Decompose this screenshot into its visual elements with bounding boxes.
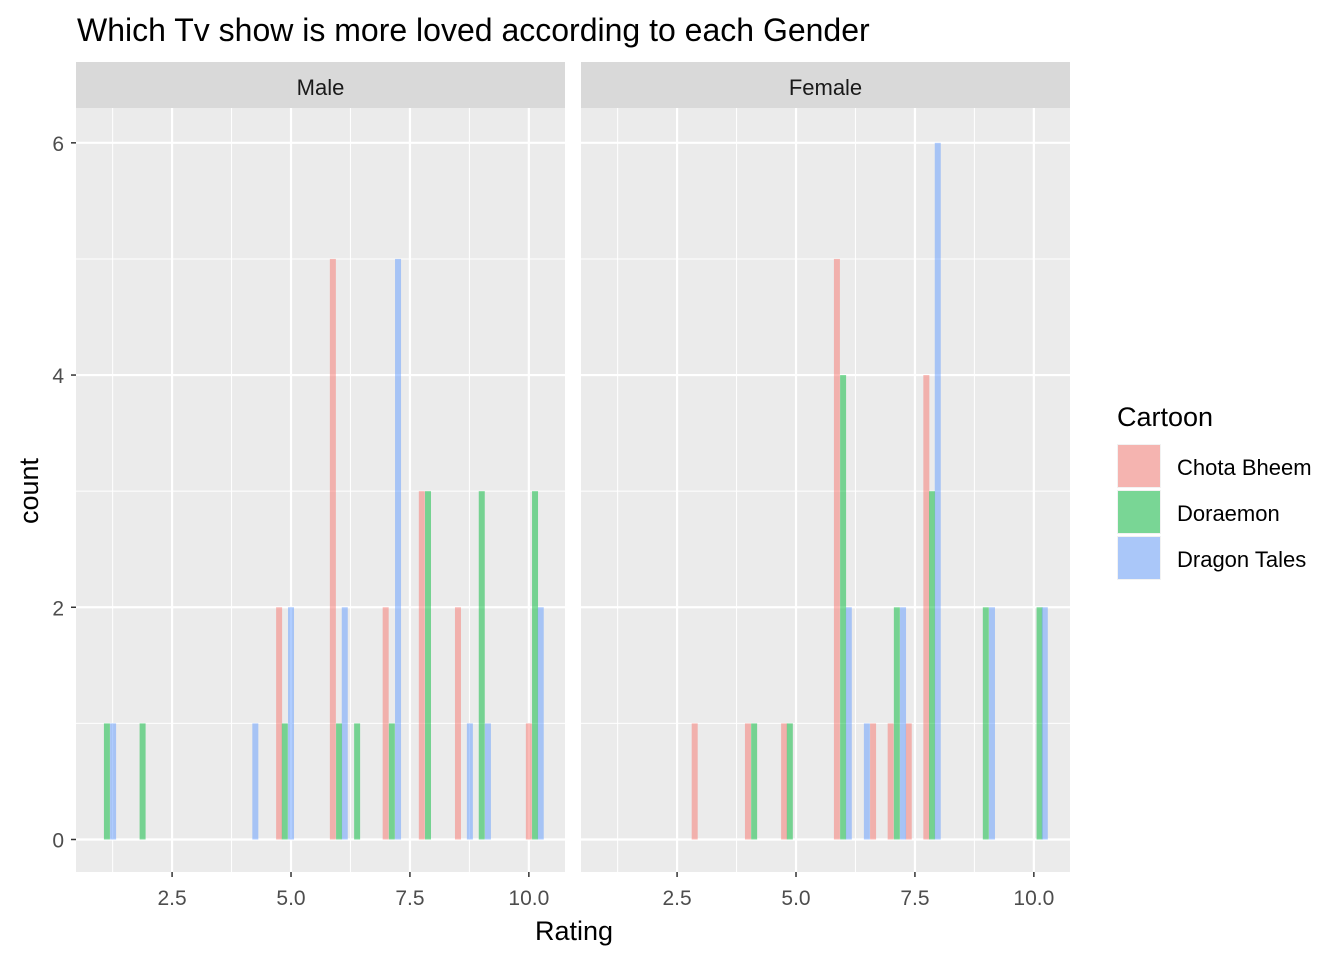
x-axis-label: Rating <box>535 916 613 946</box>
bar-doraemon <box>929 491 936 840</box>
bar-doraemon <box>893 607 900 840</box>
bar-doraemon <box>354 723 361 840</box>
y-tick-label: 2 <box>52 597 64 620</box>
bar-chota-bheem <box>329 258 336 840</box>
facet-strip-label: Female <box>789 75 862 100</box>
facet-strip <box>581 62 1070 108</box>
bar-dragon-tales <box>900 607 907 840</box>
bar-doraemon <box>425 491 432 840</box>
panel-background <box>581 108 1070 872</box>
bar-chota-bheem <box>887 723 894 840</box>
legend-key-chota-bheem <box>1118 445 1160 487</box>
bar-dragon-tales <box>466 723 473 840</box>
bar-chota-bheem <box>454 607 461 840</box>
bar-chota-bheem <box>382 607 389 840</box>
bar-dragon-tales <box>1041 607 1048 840</box>
bar-doraemon <box>1036 607 1043 840</box>
bar-doraemon <box>281 723 288 840</box>
y-tick-label: 0 <box>52 829 64 852</box>
x-tick-label: 7.5 <box>900 887 929 910</box>
bar-doraemon <box>336 723 343 840</box>
chart-title: Which Tv show is more loved according to… <box>77 12 870 48</box>
facet-female: Female 2.5 5.0 7.5 10.0 <box>581 62 1070 910</box>
bar-doraemon <box>786 723 793 840</box>
legend-label: Doraemon <box>1177 501 1280 526</box>
bar-dragon-tales <box>341 607 348 840</box>
bar-chota-bheem <box>905 723 912 840</box>
x-tick-label: 2.5 <box>662 887 691 910</box>
x-tick-label: 7.5 <box>395 887 424 910</box>
bar-chota-bheem <box>418 491 425 840</box>
legend-key-dragon-tales <box>1118 537 1160 579</box>
bar-chota-bheem <box>870 723 877 840</box>
bar-chota-bheem <box>525 723 532 840</box>
facet-male: Male 2.5 5.0 7.5 10.0 0 2 4 6 <box>52 62 565 910</box>
bar-chota-bheem <box>833 258 840 840</box>
x-tick-label: 2.5 <box>157 887 186 910</box>
bar-dragon-tales <box>988 607 995 840</box>
bar-dragon-tales <box>934 142 941 840</box>
bar-dragon-tales <box>288 607 295 840</box>
bar-dragon-tales <box>252 723 259 840</box>
bar-doraemon <box>139 723 146 840</box>
bar-chota-bheem <box>744 723 751 840</box>
legend-title: Cartoon <box>1117 402 1213 432</box>
x-tick-label: 5.0 <box>781 887 810 910</box>
x-tick-label: 10.0 <box>508 887 549 910</box>
y-tick-label: 4 <box>52 365 64 388</box>
y-tick-label: 6 <box>52 133 64 156</box>
bar-chota-bheem <box>923 375 930 840</box>
bar-chota-bheem <box>691 723 698 840</box>
legend-label: Chota Bheem <box>1177 455 1312 480</box>
bar-dragon-tales <box>110 723 117 840</box>
bar-doraemon <box>388 723 395 840</box>
panel-background <box>76 108 565 872</box>
bar-chota-bheem <box>276 607 283 840</box>
bar-doraemon <box>840 375 847 840</box>
facet-panels: Male 2.5 5.0 7.5 10.0 0 2 4 6 Female 2.5 5.0 7.5 10.0 <box>52 62 1070 910</box>
bar-dragon-tales <box>845 607 852 840</box>
bar-doraemon <box>982 607 989 840</box>
bar-dragon-tales <box>863 723 870 840</box>
x-tick-label: 5.0 <box>276 887 305 910</box>
facet-strip <box>76 62 565 108</box>
bar-chota-bheem <box>781 723 788 840</box>
legend-label: Dragon Tales <box>1177 547 1306 572</box>
bar-dragon-tales <box>395 258 402 840</box>
bar-doraemon <box>478 491 485 840</box>
bar-doraemon <box>103 723 110 840</box>
y-axis-label: count <box>14 457 44 524</box>
legend: Cartoon Chota Bheem Doraemon Dragon Tales <box>1117 402 1312 580</box>
bar-doraemon <box>751 723 758 840</box>
x-tick-label: 10.0 <box>1013 887 1054 910</box>
bar-dragon-tales <box>484 723 491 840</box>
facet-strip-label: Male <box>297 75 345 100</box>
legend-key-doraemon <box>1118 491 1160 533</box>
bar-dragon-tales <box>537 607 544 840</box>
bar-doraemon <box>532 491 539 840</box>
